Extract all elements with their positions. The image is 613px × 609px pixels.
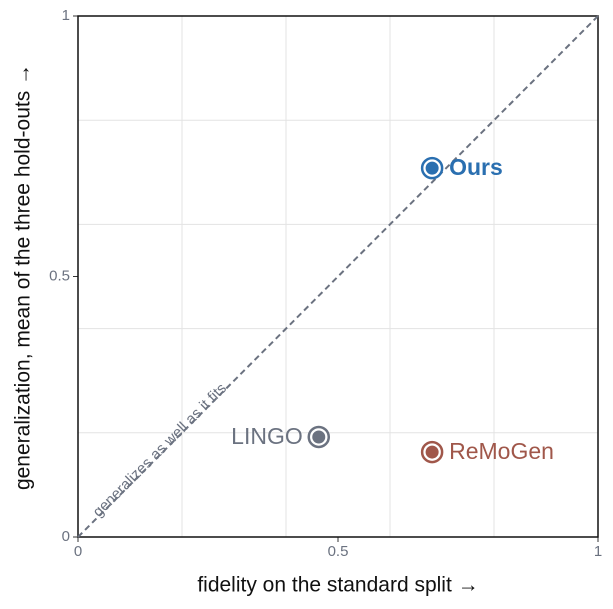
x-tick-label: 0.5 xyxy=(328,543,349,560)
point-label: ReMoGen xyxy=(449,438,554,464)
point-part xyxy=(425,161,439,175)
x-axis-label: fidelity on the standard split → xyxy=(197,574,478,597)
point-label: LINGO xyxy=(231,423,303,449)
y-tick-label: 0.5 xyxy=(49,267,70,284)
point-part xyxy=(312,430,326,444)
point-label: Ours xyxy=(449,154,503,180)
point-part xyxy=(425,445,439,459)
point xyxy=(307,425,331,449)
reference-line xyxy=(77,15,599,538)
x-tick-label: 1 xyxy=(594,543,602,560)
point xyxy=(420,156,444,180)
x-tick-label: 0 xyxy=(74,543,82,560)
reference-label: generalizes as well as it fits xyxy=(90,380,230,521)
y-tick-label: 0 xyxy=(62,528,70,545)
point xyxy=(420,440,444,464)
plot-frame xyxy=(77,15,599,538)
y-tick-label: 1 xyxy=(62,7,70,24)
y-axis-label: generalization, mean of the three hold-o… xyxy=(12,64,35,490)
